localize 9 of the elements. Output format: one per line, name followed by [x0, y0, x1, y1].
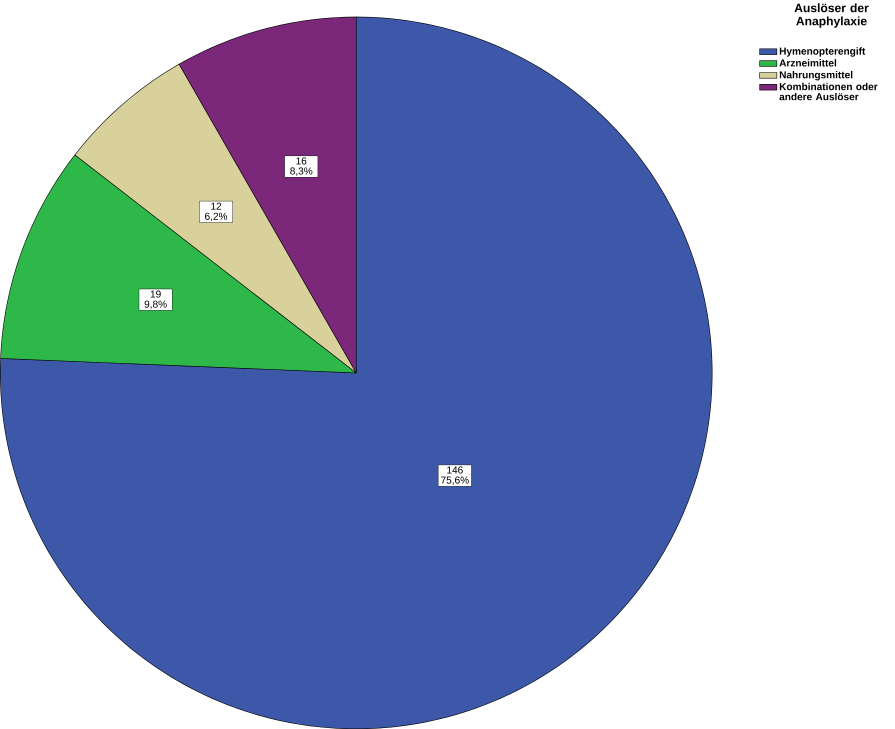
legend-label: Arzneimittel	[779, 59, 836, 66]
data-label: 19 9,8%	[144, 290, 167, 309]
data-label: 16 8,3%	[290, 157, 312, 176]
legend-label: Kombinationen oder andere Auslöser	[779, 82, 878, 100]
slice-label: Hymenopterengift	[780, 47, 866, 57]
data-label: 146 75,6%	[441, 466, 469, 485]
legend-label: Nahrungsmittel	[780, 70, 852, 80]
data-label: 12 6,2%	[205, 202, 228, 221]
legend-title: Auslöser der Anaphylaxie	[794, 3, 869, 28]
